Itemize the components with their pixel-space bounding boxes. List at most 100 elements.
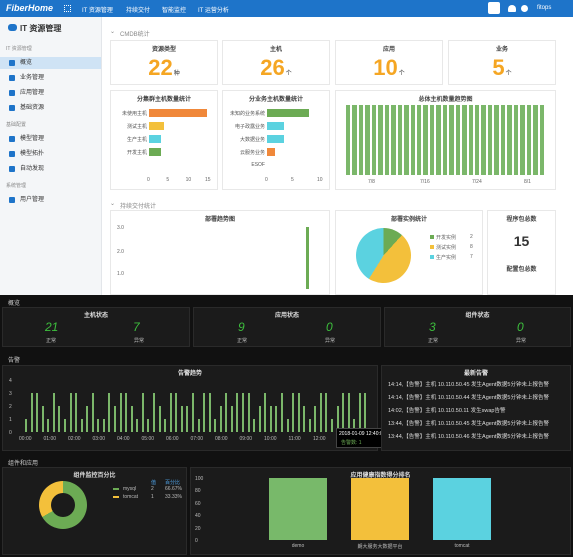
cluster-host-chart: 分集群主机数量统计 未使用主机 测试主机 生产主机 开发主机 0 5 10 15 [110, 90, 218, 190]
alarm-bar [336, 406, 339, 432]
trend-bar [384, 105, 390, 175]
apps-grid-icon[interactable] [64, 5, 71, 12]
app-status-panel: 应用状态 9 0 正常 异常 [193, 307, 381, 347]
panel-title: 告警趋势 [177, 371, 202, 377]
tooltip-count: 告警数: 1 [341, 440, 362, 446]
trend-bar [539, 105, 544, 175]
alarm-bar [47, 419, 50, 432]
bar-label: ESOF [251, 162, 265, 168]
x-tick: 7/16 [420, 179, 430, 185]
alarm-bar [331, 419, 334, 432]
x-tick: 05:00 [141, 436, 155, 442]
sidebar: IT 资源管理 IT 资源管理 概览 业务管理 应用管理 基础资源 基础配置 模… [0, 17, 102, 295]
deploy-trend-chart: 部署趋势图 3.0 2.0 1.0 [110, 210, 330, 295]
sidebar-item-label: 概览 [20, 60, 33, 66]
health-ranking-panel: 应用健康指数得分排名 100 80 60 40 20 0 demo 朗大服务大数据平台 tomc… [190, 467, 571, 555]
alarm-bar [364, 393, 367, 432]
app-normal-count: 9 [238, 320, 245, 334]
x-tick: tomcat [454, 543, 470, 549]
user-icon [9, 197, 15, 203]
nav-it-resource[interactable]: IT 资源管理 [82, 8, 113, 14]
trend-bar [481, 105, 486, 175]
legend-header-pct: 百分比 [165, 480, 181, 486]
trend-bar [507, 105, 512, 175]
y-tick: 3.0 [117, 225, 124, 231]
y-tick: 20 [195, 525, 201, 532]
y-tick: 4 [9, 378, 12, 384]
trend-bar [397, 105, 403, 175]
sidebar-item-discovery[interactable]: 自动发现 [0, 163, 101, 175]
legend-swatch [430, 245, 434, 249]
alarm-bar [36, 393, 39, 432]
alarm-row[interactable]: 14:02,【告警】主机 10.110.50.11 发生swap告警 [388, 408, 506, 414]
legend-swatch [430, 255, 434, 259]
bar-label: 大数据业务 [239, 137, 265, 143]
sidebar-item-infra[interactable]: 基础资源 [0, 102, 101, 114]
y-tick: 0 [195, 538, 198, 544]
alarm-bar [80, 419, 83, 432]
gear-icon[interactable] [521, 5, 528, 12]
sidebar-item-model[interactable]: 模型管理 [0, 133, 101, 145]
alarm-bar [208, 393, 211, 432]
comp-normal-count: 3 [429, 320, 436, 334]
alarm-row[interactable]: 14:14,【告警】主机 10.110.50.44 发生Agent数据5分钟未上… [388, 395, 549, 401]
unit: 种 [173, 71, 180, 77]
alarm-bar [353, 419, 356, 432]
bar [149, 122, 165, 130]
y-tick: 100 [195, 476, 204, 482]
sidebar-item-users[interactable]: 用户管理 [0, 194, 101, 206]
alarm-bar [102, 419, 105, 432]
alarm-bar [258, 406, 261, 432]
sidebar-item-topology[interactable]: 模型拓扑 [0, 148, 101, 160]
alarm-row[interactable]: 13:44,【告警】主机 10.110.50.46 发生Agent数据5分钟未上… [388, 434, 549, 440]
sidebar-item-business[interactable]: 业务管理 [0, 72, 101, 84]
overview-icon [9, 60, 15, 66]
panel-title: 应用状态 [274, 313, 299, 319]
bar-label: 云服务业务 [239, 150, 265, 156]
bar [149, 148, 161, 156]
alarm-bar [108, 393, 111, 432]
chart-title: 总体主机数量趋势图 [418, 97, 473, 103]
alarm-bar [325, 393, 328, 432]
chevron-down-icon[interactable]: ⌄ [110, 29, 116, 35]
chart-title: 部署趋势图 [204, 217, 235, 223]
alarm-bar [63, 419, 66, 432]
nav-monitoring[interactable]: 智能监控 [162, 8, 187, 14]
x-tick: 08:00 [215, 436, 228, 442]
y-tick: 80 [195, 488, 201, 495]
trend-bar [494, 105, 499, 175]
x-tick: 8/1 [524, 179, 531, 185]
trend-bar [416, 105, 422, 175]
x-tick: 09:00 [239, 436, 253, 442]
card-value: 10个 [336, 55, 442, 81]
chevron-down-icon[interactable]: ⌄ [110, 201, 116, 207]
nav-it-ops-analysis[interactable]: IT 运营分析 [198, 8, 229, 14]
sidebar-item-label: 基础资源 [20, 105, 45, 111]
alarm-row[interactable]: 13:44,【告警】主机 10.110.50.45 发生Agent数据5分钟未上… [388, 421, 549, 427]
y-tick: 40 [195, 513, 201, 520]
component-status-panel: 组件状态 3 0 正常 异常 [384, 307, 571, 347]
alarm-row[interactable]: 14:14,【告警】主机 10.110.50.45 发生Agent数据5分钟未上… [388, 382, 549, 388]
trend-bar [423, 105, 428, 175]
alarm-bar [342, 393, 345, 432]
health-bar [351, 478, 409, 540]
alarm-bar [191, 393, 194, 432]
sidebar-item-label: 业务管理 [20, 75, 45, 81]
users-icon[interactable] [508, 5, 516, 12]
notification-icon[interactable] [488, 2, 500, 14]
legend-name: mysql [123, 486, 137, 492]
user-name[interactable]: fitops [537, 5, 552, 11]
legend-pct: 33.33% [165, 494, 182, 500]
x-tick: 0 [147, 177, 150, 183]
card-title: 应用 [382, 47, 395, 53]
card-title: 业务 [495, 47, 508, 53]
sidebar-item-apps[interactable]: 应用管理 [0, 87, 101, 99]
sidebar-section-it: IT 资源管理 [6, 46, 32, 52]
sidebar-section-config: 基础配置 [6, 122, 27, 128]
sidebar-item-overview[interactable]: 概览 [0, 57, 101, 69]
x-tick: 06:00 [166, 436, 179, 442]
trend-bar [436, 105, 441, 175]
nav-continuous-delivery[interactable]: 持续交付 [126, 8, 151, 14]
y-tick: 0 [9, 430, 12, 436]
alarm-bar [141, 393, 144, 432]
